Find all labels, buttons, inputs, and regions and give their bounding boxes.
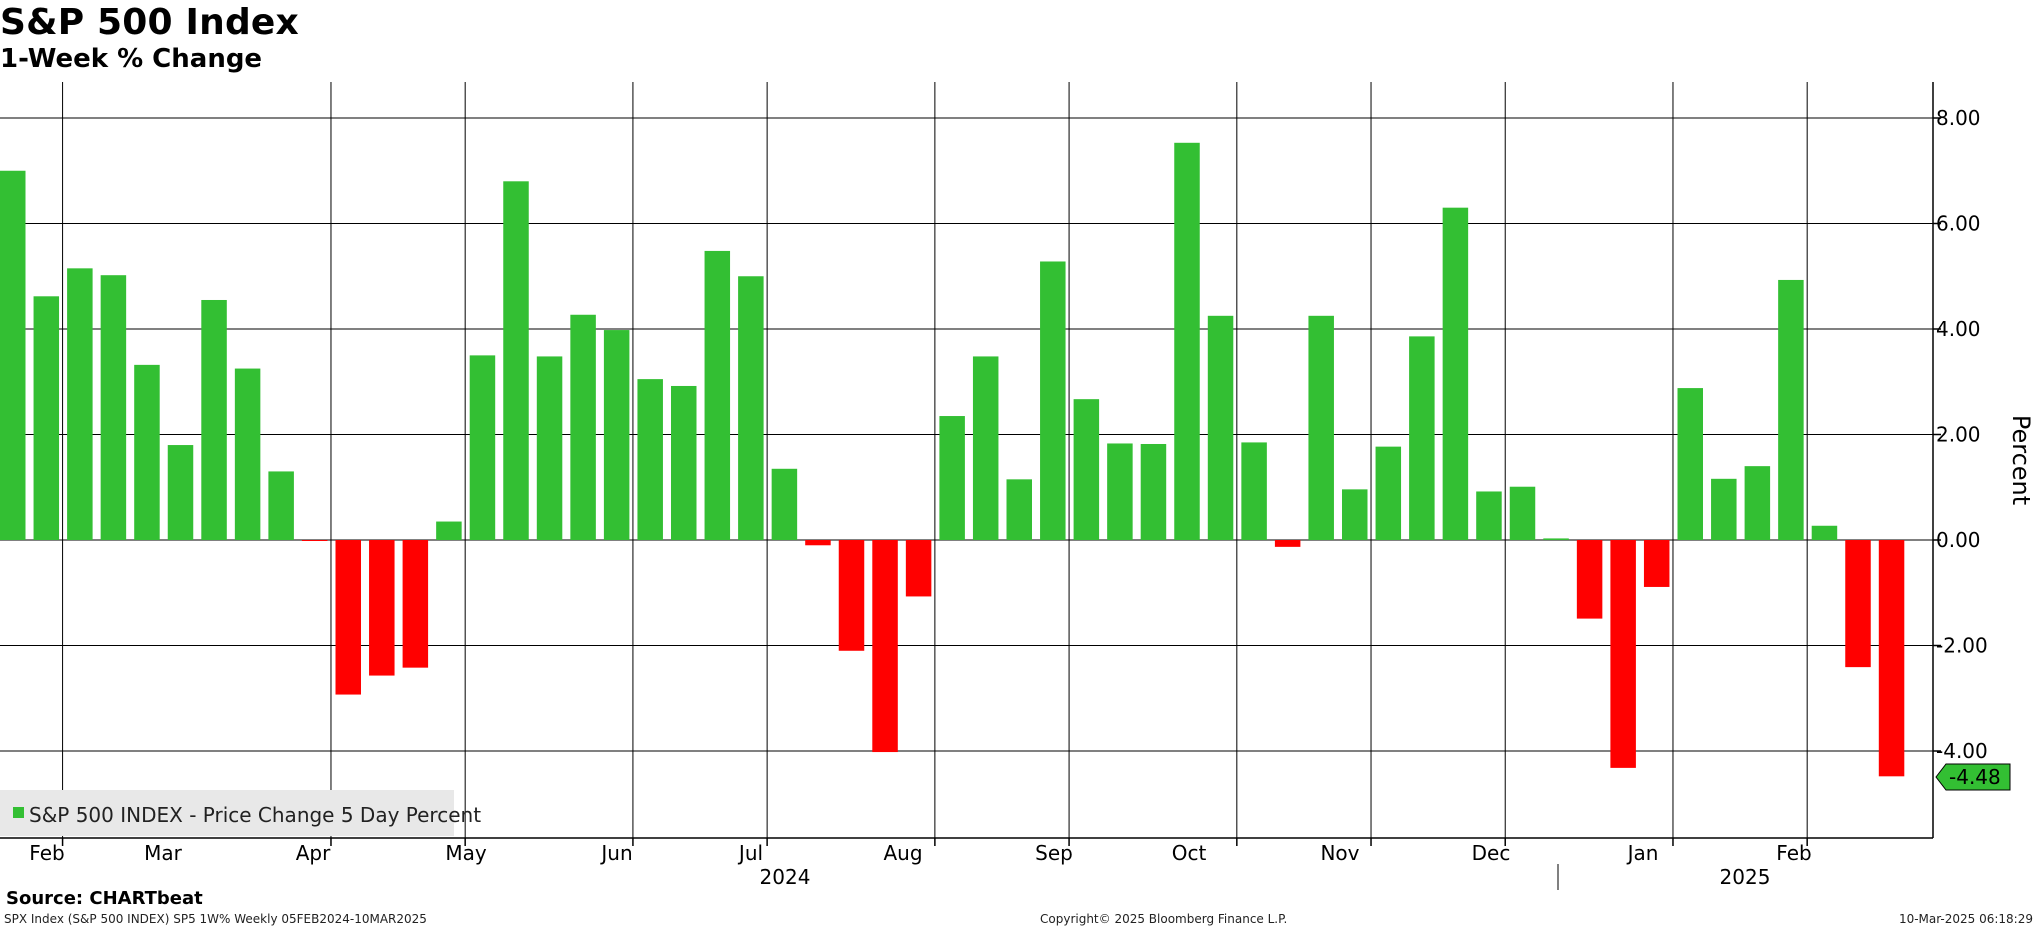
bar: [738, 276, 764, 540]
x-month-label: Dec: [1472, 841, 1511, 865]
x-month-label: Mar: [144, 841, 183, 865]
bar: [1040, 261, 1066, 540]
bar: [536, 356, 563, 540]
bar: [671, 385, 697, 540]
bar: [1744, 466, 1771, 540]
bar: [838, 540, 865, 651]
bars: [0, 142, 1905, 777]
bar: [1308, 315, 1334, 540]
x-year-label: 2025: [1720, 865, 1771, 889]
bar: [335, 540, 361, 695]
bar: [905, 540, 932, 597]
y-tick-label: 8.00: [1936, 106, 1981, 130]
bar: [872, 540, 898, 753]
bar: [469, 355, 496, 540]
y-tick-label: 6.00: [1936, 212, 1981, 236]
bar: [1643, 540, 1670, 587]
bar: [805, 540, 831, 546]
bar: [1811, 525, 1838, 540]
bar: [771, 468, 798, 540]
x-month-label: Feb: [1776, 841, 1811, 865]
y-tick-label: -4.00: [1936, 739, 1988, 763]
bar: [167, 445, 194, 540]
copyright-note: Copyright© 2025 Bloomberg Finance L.P.: [1040, 912, 1288, 926]
bar: [570, 314, 596, 540]
bar: [301, 540, 328, 541]
bar: [1140, 443, 1167, 540]
bar: [1509, 486, 1536, 540]
bar: [1677, 388, 1703, 540]
bar: [0, 170, 26, 540]
y-tick-label: 2.00: [1936, 423, 1981, 447]
axis-labels: -4.00 -2.00 0.00 2.00 4.00 6.00 8.00 Feb Mar Apr M…: [29, 106, 1987, 889]
x-month-label: Jul: [737, 841, 763, 865]
bar: [1006, 479, 1032, 540]
bar: [1576, 540, 1603, 619]
legend-swatch: [13, 807, 24, 818]
source-note: Source: CHARTbeat: [6, 888, 203, 909]
bar: [1476, 491, 1502, 540]
x-month-label: May: [445, 841, 487, 865]
callout-value: -4.48: [1949, 765, 2001, 789]
bar: [1543, 538, 1569, 540]
bar: [268, 471, 294, 540]
bar: [603, 330, 630, 540]
legend: S&P 500 INDEX - Price Change 5 Day Perce…: [0, 790, 481, 836]
bar: [1778, 279, 1804, 540]
chart-title: S&P 500 Index: [0, 2, 299, 43]
bar: [33, 296, 60, 540]
bar: [704, 250, 731, 540]
x-month-label: Feb: [29, 841, 64, 865]
bar: [234, 368, 261, 540]
y-tick-label: -2.00: [1936, 634, 1988, 658]
bar: [1409, 336, 1435, 540]
bar: [1241, 442, 1267, 540]
x-month-label: Apr: [296, 841, 331, 865]
bar: [402, 540, 429, 668]
bar: [1073, 399, 1100, 540]
last-value-callout: -4.48: [1935, 763, 2011, 791]
bar: [1375, 446, 1402, 540]
chart-subtitle: 1-Week % Change: [0, 44, 263, 74]
y-tick-label: 0.00: [1936, 528, 1981, 552]
bar: [369, 540, 395, 676]
y-axis-title: Percent: [2007, 415, 2035, 505]
bar: [436, 521, 462, 540]
bar: [637, 379, 663, 540]
bar: [1711, 478, 1737, 540]
x-month-label: Oct: [1172, 841, 1207, 865]
bar: [134, 364, 160, 540]
bar: [201, 299, 227, 540]
bar: [939, 416, 965, 540]
x-month-label: Sep: [1035, 841, 1073, 865]
bar: [1207, 315, 1234, 540]
y-tick-label: 4.00: [1936, 317, 1981, 341]
grid-lines: [0, 82, 1933, 838]
legend-box: [0, 790, 454, 836]
bar: [1442, 207, 1469, 541]
bar: [1610, 540, 1636, 768]
bar: [1174, 142, 1200, 541]
bar: [972, 356, 999, 540]
axes: [0, 82, 1941, 890]
x-month-label: Jun: [599, 841, 632, 865]
bar: [1845, 540, 1871, 668]
callout-badge: [1935, 763, 2011, 791]
bar: [1274, 540, 1301, 547]
bar: [100, 275, 127, 540]
legend-entry: S&P 500 INDEX - Price Change 5 Day Perce…: [29, 803, 481, 827]
x-month-label: Jan: [1626, 841, 1659, 865]
bar: [67, 268, 93, 540]
bar: [1107, 443, 1133, 540]
x-month-label: Aug: [883, 841, 922, 865]
x-year-label: 2024: [760, 865, 811, 889]
bar: [503, 181, 529, 541]
x-month-label: Nov: [1320, 841, 1359, 865]
bar: [1878, 540, 1905, 777]
timestamp: 10-Mar-2025 06:18:29: [1898, 912, 2033, 926]
series-description: SPX Index (S&P 500 INDEX) SP5 1W% Weekly…: [4, 912, 427, 926]
bar: [1342, 489, 1368, 540]
